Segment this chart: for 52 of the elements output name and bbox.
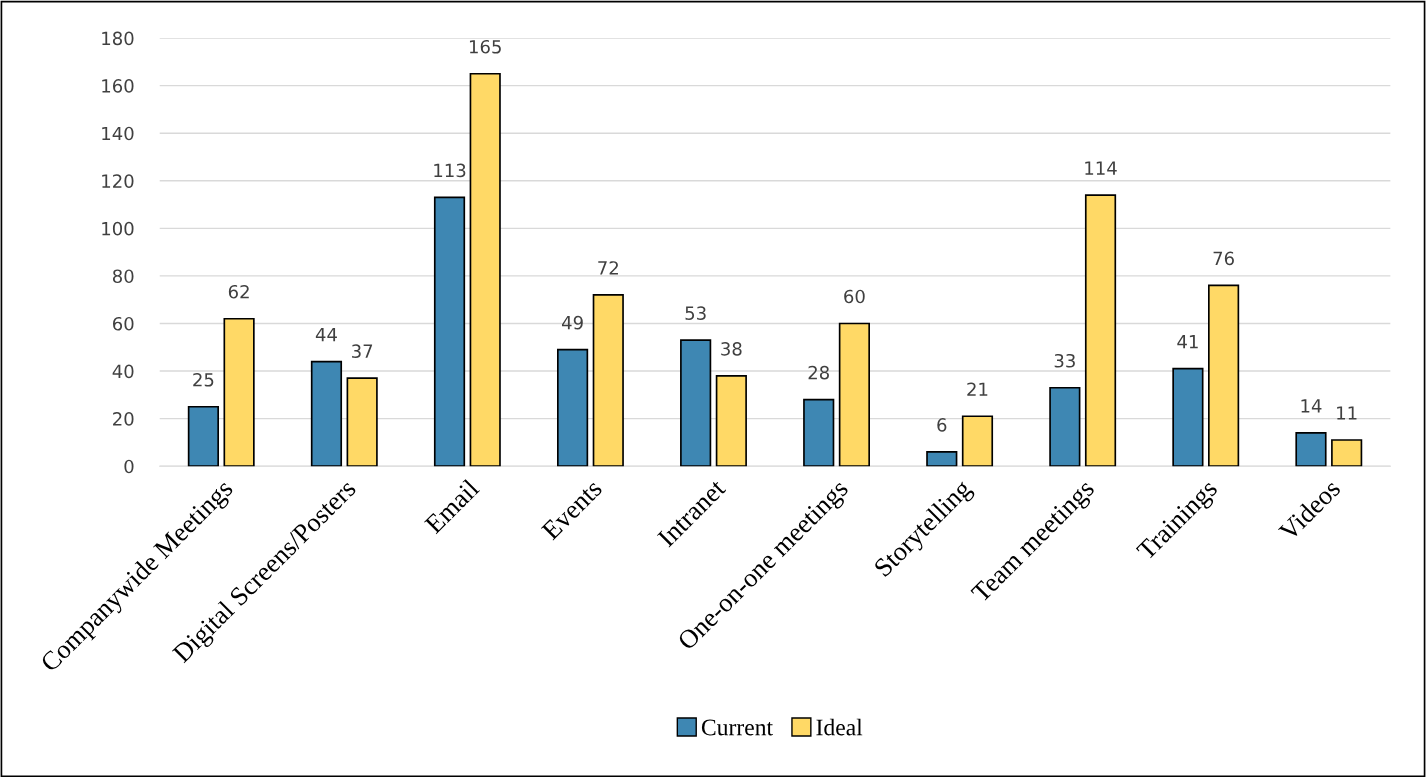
bar [1084, 194, 1117, 467]
y-tick-label: 0 [124, 459, 134, 474]
bar [838, 322, 871, 467]
y-tick-label: 100 [102, 221, 134, 236]
bar [223, 317, 255, 467]
data-label: 76 [1213, 251, 1234, 266]
y-tick-label: 60 [113, 316, 134, 331]
bar [556, 348, 589, 467]
bar [961, 415, 994, 467]
legend-label: Ideal [816, 718, 863, 736]
data-label: 37 [352, 344, 373, 359]
bar [680, 339, 712, 467]
legend-label: Current [701, 719, 773, 736]
bar [187, 405, 220, 467]
data-label: 38 [721, 342, 742, 356]
y-tick-label: 20 [113, 412, 134, 426]
bar [1295, 432, 1327, 467]
y-tick-label: 120 [102, 174, 134, 188]
data-label: 21 [967, 382, 988, 396]
bar [310, 360, 343, 467]
bar [592, 294, 624, 467]
data-label: 53 [685, 306, 706, 320]
y-tick-label: 160 [102, 79, 134, 93]
data-label: 28 [808, 365, 829, 380]
data-label: 11 [1337, 406, 1357, 420]
bar [1172, 367, 1204, 467]
bar [433, 196, 466, 467]
data-label: 113 [434, 163, 466, 178]
data-label: 44 [315, 327, 337, 342]
bar [1207, 284, 1240, 467]
y-tick-label: 180 [102, 31, 134, 46]
data-label: 62 [228, 284, 249, 299]
bar [803, 398, 835, 467]
bar [1331, 439, 1363, 467]
bar [1049, 386, 1081, 467]
data-label: 114 [1085, 161, 1117, 175]
data-label: 72 [598, 261, 618, 275]
data-label: 33 [1054, 353, 1075, 368]
data-label: 60 [844, 289, 865, 304]
bar [346, 377, 378, 467]
y-tick-label: 140 [102, 126, 134, 141]
bar [715, 374, 747, 467]
y-tick-label: 40 [112, 364, 134, 379]
data-label: 25 [193, 372, 214, 387]
data-label: 49 [561, 315, 583, 330]
data-label: 6 [937, 418, 947, 432]
data-label: 14 [1301, 399, 1322, 413]
data-label: 41 [1177, 335, 1198, 349]
bar [926, 451, 958, 467]
y-tick-label: 80 [112, 269, 134, 284]
bar [469, 72, 501, 467]
data-label: 165 [469, 39, 501, 54]
